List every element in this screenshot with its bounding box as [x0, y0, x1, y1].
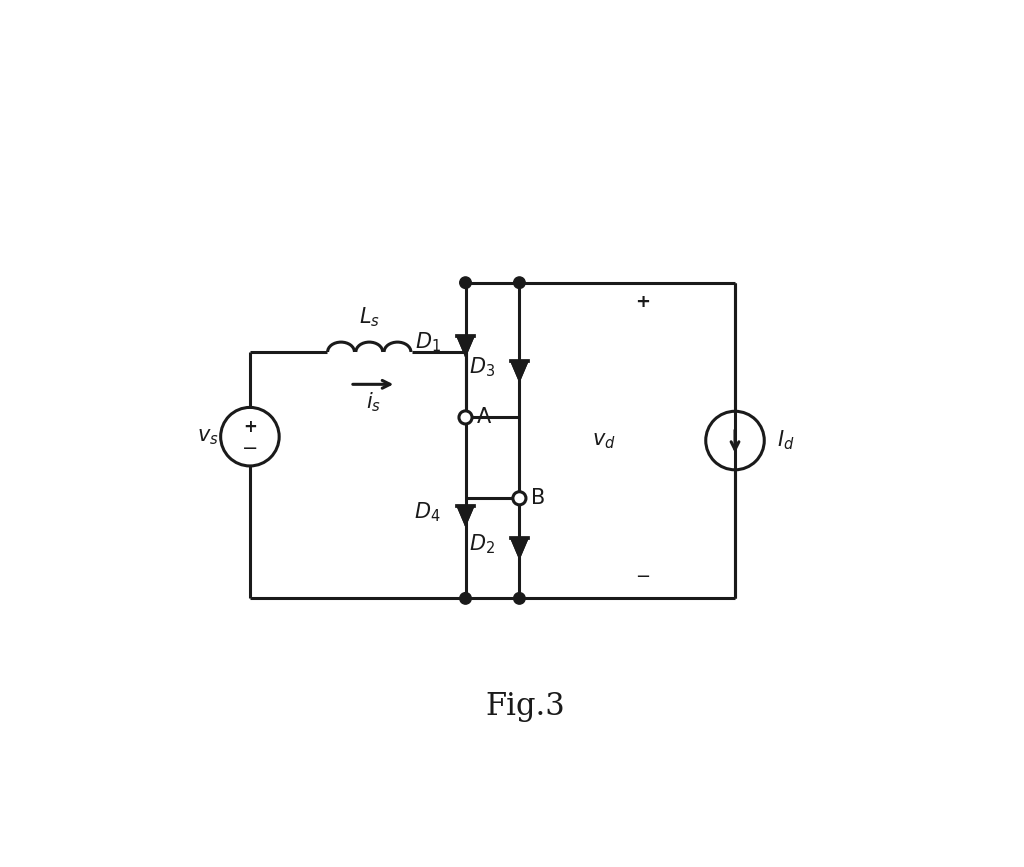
- Circle shape: [460, 277, 471, 289]
- Text: $D_2$: $D_2$: [469, 532, 495, 557]
- Text: B: B: [531, 488, 545, 508]
- Text: $D_1$: $D_1$: [415, 330, 441, 354]
- Text: $v_d$: $v_d$: [592, 431, 616, 451]
- Text: −: −: [635, 568, 650, 586]
- Text: $D_3$: $D_3$: [469, 355, 495, 379]
- Polygon shape: [511, 362, 528, 381]
- Text: $D_4$: $D_4$: [415, 500, 441, 524]
- Text: Fig.3: Fig.3: [485, 691, 564, 721]
- Text: $I_d$: $I_d$: [777, 428, 795, 453]
- Circle shape: [460, 593, 471, 604]
- Polygon shape: [457, 505, 474, 525]
- Circle shape: [514, 277, 525, 289]
- Text: −: −: [242, 439, 258, 458]
- Polygon shape: [511, 538, 528, 558]
- Text: $L_s$: $L_s$: [358, 305, 380, 329]
- Text: +: +: [243, 418, 257, 436]
- Circle shape: [513, 492, 526, 505]
- Text: A: A: [477, 407, 492, 427]
- Text: $i_s$: $i_s$: [366, 390, 381, 414]
- Circle shape: [514, 593, 525, 604]
- Text: $v_s$: $v_s$: [197, 427, 218, 447]
- Polygon shape: [457, 336, 474, 356]
- Text: +: +: [635, 293, 650, 311]
- Circle shape: [459, 411, 472, 424]
